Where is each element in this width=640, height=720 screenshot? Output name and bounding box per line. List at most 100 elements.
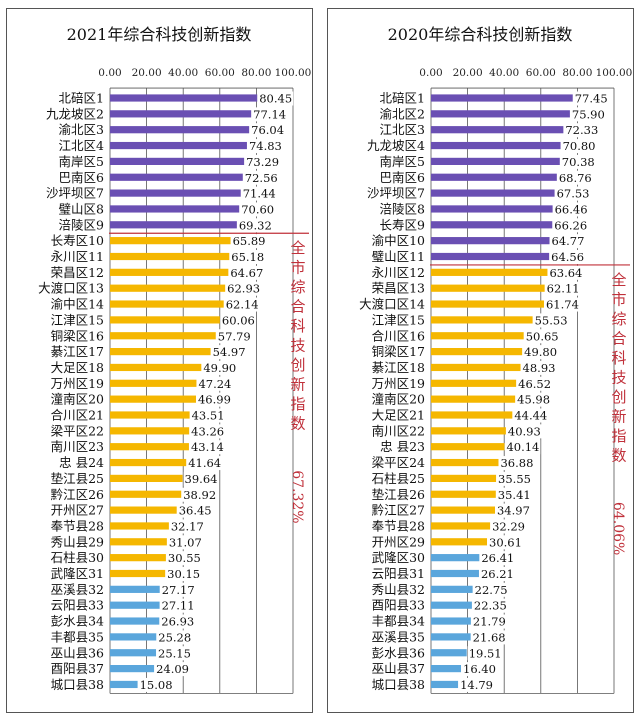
bar — [431, 110, 570, 118]
bar — [110, 300, 224, 308]
annotation-char: 市 — [290, 259, 305, 277]
data-label-background — [505, 440, 541, 455]
data-label: 64.77 — [552, 234, 585, 248]
data-label: 70.80 — [563, 139, 596, 153]
x-tick-label: 60.00 — [205, 67, 235, 79]
bar — [110, 157, 245, 165]
category-label: 石柱县30 — [51, 550, 104, 565]
x-tick-label: 20.00 — [132, 67, 162, 79]
bar — [110, 601, 160, 609]
data-label-background — [555, 186, 591, 201]
category-label: 忠 县24 — [59, 455, 104, 470]
bar — [110, 585, 160, 593]
category-label: 江北区3 — [380, 122, 426, 137]
data-label-background — [160, 598, 196, 613]
data-label-background — [160, 614, 196, 629]
bar — [110, 268, 229, 276]
bar — [431, 173, 557, 181]
bar — [110, 395, 196, 403]
data-label-background — [499, 456, 535, 471]
data-label: 21.68 — [473, 630, 506, 644]
category-label: 大渡口区13 — [38, 281, 104, 296]
data-label: 22.35 — [474, 599, 507, 613]
data-label: 14.79 — [460, 678, 493, 692]
category-label: 北碚区1 — [380, 91, 425, 106]
data-label: 50.65 — [526, 329, 559, 343]
data-label-background — [197, 376, 233, 391]
category-label: 铜梁区17 — [372, 344, 425, 359]
category-label: 璧山区8 — [59, 201, 105, 216]
data-label-background — [553, 202, 589, 217]
data-label-background — [550, 250, 586, 264]
category-label: 云阳县33 — [51, 598, 104, 613]
category-label: 开州区29 — [372, 534, 425, 549]
data-label-background — [177, 503, 213, 518]
x-tick-label: 100.00 — [275, 67, 312, 79]
bar — [431, 348, 523, 356]
data-label-background — [553, 218, 589, 233]
data-label-background — [230, 250, 266, 264]
annotation-char: 全 — [290, 239, 305, 257]
bar — [431, 633, 471, 641]
category-label: 奉节县28 — [51, 518, 104, 533]
data-label: 19.51 — [469, 646, 502, 660]
bar — [110, 506, 177, 514]
bar — [431, 395, 516, 403]
data-label: 57.79 — [218, 329, 251, 343]
data-label: 30.55 — [168, 551, 201, 565]
data-label-background — [480, 551, 516, 566]
data-label-background — [155, 662, 191, 677]
data-label: 63.64 — [549, 266, 582, 280]
data-label: 34.97 — [497, 504, 530, 518]
bar — [110, 221, 237, 229]
category-label: 酉阳县37 — [51, 661, 104, 676]
data-label-background — [240, 202, 276, 217]
category-label: 城口县38 — [51, 677, 104, 692]
bar-chart-2021: 2021年综合科技创新指数 0.00 20.00 40.00 60.00 80.00 100… — [38, 25, 312, 694]
data-label-background — [241, 186, 277, 201]
bar — [431, 126, 564, 134]
data-label-background — [169, 519, 205, 534]
bar — [431, 205, 553, 213]
data-label-background — [573, 91, 609, 106]
category-label: 合川区16 — [372, 328, 425, 343]
data-label-background — [216, 329, 252, 344]
category-label: 开州区27 — [51, 503, 104, 518]
category-label: 江津区15 — [372, 312, 425, 327]
bar — [431, 522, 491, 530]
bar — [431, 458, 499, 467]
bar — [110, 189, 241, 197]
bar — [431, 332, 524, 340]
annotation-char: 指 — [290, 395, 305, 413]
data-label-background — [231, 234, 267, 249]
data-label-background — [570, 107, 606, 122]
bar — [431, 443, 505, 451]
data-label-background — [516, 392, 552, 407]
data-label-background — [190, 424, 226, 439]
data-label: 62.14 — [226, 298, 259, 312]
category-label: 涪陵区8 — [380, 201, 426, 216]
data-label: 36.45 — [179, 504, 212, 518]
bar — [110, 316, 220, 324]
category-label: 南岸区5 — [380, 154, 425, 169]
annotation-value: 67.32% — [289, 470, 305, 523]
category-label: 潼南区20 — [51, 392, 104, 407]
annotation-char: 创 — [611, 388, 626, 406]
annotation-char: 全 — [611, 271, 626, 289]
bar — [431, 665, 462, 673]
data-label: 62.11 — [547, 282, 580, 296]
data-label-background — [245, 154, 281, 169]
data-label: 43.14 — [191, 440, 224, 454]
data-label-background — [533, 313, 569, 328]
data-label: 60.06 — [222, 313, 255, 327]
data-label: 47.24 — [198, 377, 231, 391]
x-tick-label: 80.00 — [241, 67, 271, 79]
category-label: 垫江县25 — [51, 471, 104, 486]
x-tick-label: 80.00 — [562, 67, 592, 79]
category-label: 巴南区6 — [380, 170, 426, 185]
category-label: 万州区19 — [51, 376, 104, 391]
data-label-background — [472, 598, 508, 613]
bar — [431, 427, 506, 435]
category-label: 涪陵区9 — [59, 217, 105, 232]
data-label-background — [157, 630, 193, 645]
